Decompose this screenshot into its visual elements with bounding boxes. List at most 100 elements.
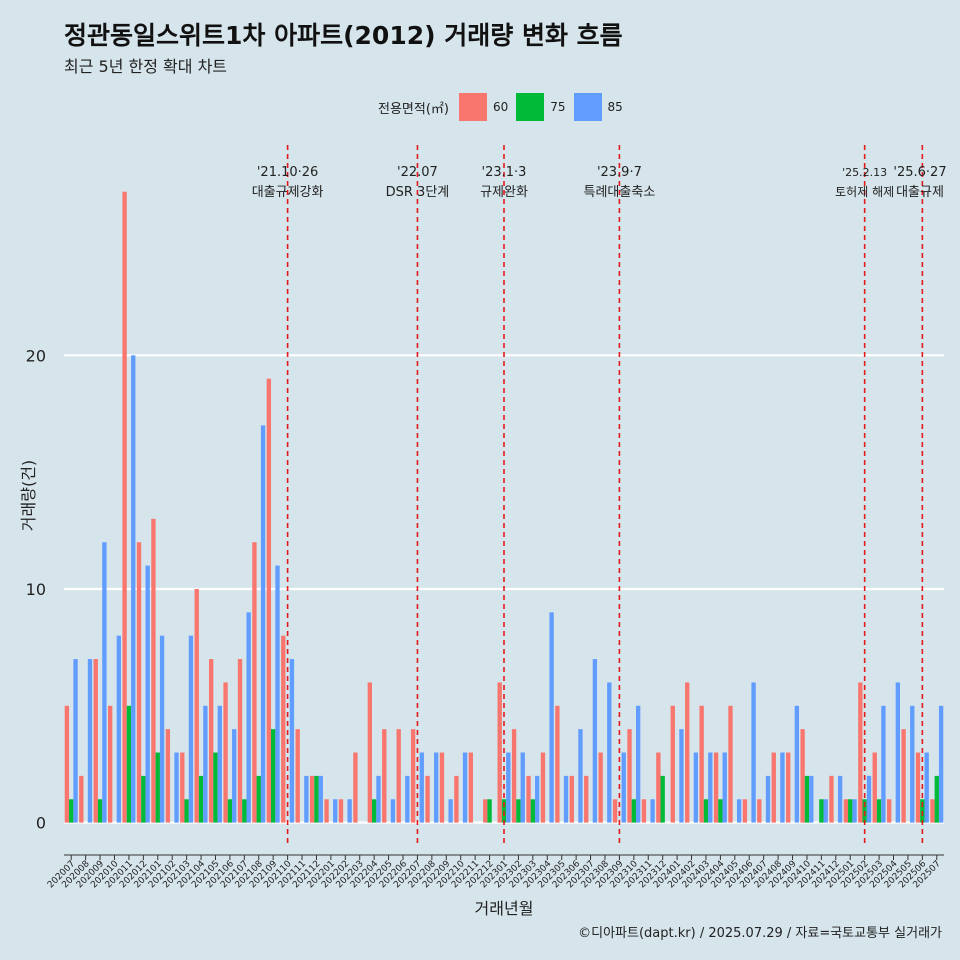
bar-60-202410: [800, 729, 805, 823]
event-date-0: '21.10·26: [257, 165, 318, 180]
bar-75-202007: [69, 799, 74, 823]
bar-85-202401: [679, 729, 684, 823]
bar-85-202306: [578, 729, 583, 823]
legend-label-60: 60: [492, 100, 509, 114]
legend-item-75: 75: [516, 93, 566, 121]
bar-60-202010: [108, 705, 113, 823]
bar-85-202302: [520, 752, 525, 823]
bar-75-202112: [314, 775, 319, 823]
bar-85-202109: [275, 565, 280, 823]
event-label-1: DSR 3단계: [386, 185, 450, 200]
event-label-0: 대출규제강화: [252, 185, 324, 200]
bar-60-202211: [468, 752, 473, 823]
event-label-2: 규제완화: [480, 185, 528, 200]
bar-60-202409: [786, 752, 791, 823]
bar-85-202504: [895, 682, 900, 823]
bar-85-202412: [837, 775, 843, 823]
bar-60-202008: [79, 775, 84, 823]
bar-85-202410: [809, 775, 814, 823]
bar-85-202407: [765, 775, 771, 823]
bar-75-202105: [213, 752, 218, 823]
bar-60-202108: [252, 542, 257, 823]
bar-60-202111: [295, 729, 300, 823]
bar-60-202310: [627, 729, 632, 823]
bar-60-202202: [338, 799, 344, 823]
bar-60-202212: [483, 799, 488, 823]
bar-60-202505: [901, 729, 906, 823]
bar-85-202402: [693, 752, 699, 823]
bar-85-202110: [289, 659, 295, 823]
bar-85-202009: [102, 542, 107, 823]
bar-85-202308: [607, 682, 612, 823]
bar-85-202409: [794, 705, 800, 823]
bar-75-202303: [530, 799, 536, 823]
event-label-4: 토허제 해제: [835, 185, 894, 199]
bar-85-202010: [116, 635, 121, 823]
bar-60-202106: [223, 682, 228, 823]
bar-75-202103: [184, 799, 189, 823]
y-tick-label-20: 20: [26, 346, 46, 365]
bar-60-202105: [208, 659, 214, 823]
bar-60-202404: [713, 752, 719, 823]
bar-60-202306: [569, 775, 574, 823]
bar-85-202404: [722, 752, 727, 823]
bar-60-202405: [728, 705, 733, 823]
bar-85-202007: [73, 659, 78, 823]
bar-85-202011: [131, 355, 136, 823]
bar-60-202107: [237, 659, 243, 823]
bar-60-202206: [396, 729, 401, 823]
bar-85-202108: [260, 425, 266, 823]
bar-85-202503: [881, 705, 886, 823]
bar-60-202204: [367, 682, 372, 823]
event-label-5: 대출규제: [896, 185, 944, 200]
bar-60-202401: [670, 705, 675, 823]
bar-60-202112: [309, 775, 315, 823]
bar-85-202310: [636, 705, 641, 823]
source-caption: ©디아파트(dapt.kr) / 2025.07.29 / 자료=국토교통부 실…: [578, 926, 942, 941]
legend: 전용면적(㎡) 60 75 85: [378, 92, 631, 122]
bar-85-202008: [87, 659, 93, 823]
bar-60-202201: [324, 799, 329, 823]
chart-title: 정관동일스위트1차 아파트(2012) 거래량 변화 흐름: [64, 21, 623, 50]
bar-85-202104: [203, 705, 208, 823]
bar-75-202009: [97, 799, 103, 823]
bar-85-202107: [246, 612, 251, 823]
event-date-4: '25.2.13: [842, 166, 887, 179]
bar-75-202507: [934, 775, 939, 823]
bar-75-202109: [271, 729, 276, 823]
bar-85-202309: [621, 752, 626, 823]
bar-60-202308: [598, 752, 603, 823]
bar-75-202403: [703, 799, 709, 823]
bar-75-202501: [848, 799, 853, 823]
bar-60-202207: [410, 729, 416, 823]
bar-85-202201: [333, 799, 338, 823]
bar-75-202302: [516, 799, 521, 823]
bar-85-202304: [549, 612, 554, 823]
bar-75-202411: [819, 799, 824, 823]
bar-85-202102: [174, 752, 179, 823]
bar-85-202501: [852, 799, 857, 823]
bar-60-202502: [858, 682, 863, 823]
bar-85-202206: [405, 775, 410, 823]
bar-60-202304: [540, 752, 546, 823]
bar-85-202103: [188, 635, 194, 823]
bar-60-202408: [771, 752, 776, 823]
legend-key-75: [516, 93, 545, 121]
bar-75-202108: [256, 775, 261, 823]
y-tick-label-0: 0: [36, 814, 46, 833]
bar-60-202303: [526, 775, 531, 823]
bar-75-202104: [198, 775, 204, 823]
y-axis-title: 거래량(건): [19, 460, 38, 531]
bar-60-202205: [382, 729, 387, 823]
legend-key-85: [573, 93, 602, 121]
event-date-5: '25.6·27: [893, 165, 946, 180]
bar-85-202405: [736, 799, 742, 823]
bar-75-202012: [141, 775, 146, 823]
bar-60-202504: [887, 799, 892, 823]
event-label-3: 특례대출축소: [584, 185, 656, 200]
bar-75-202310: [631, 799, 636, 823]
bar-85-202012: [145, 565, 150, 823]
bar-85-202303: [535, 775, 540, 823]
bar-75-202204: [372, 799, 377, 823]
bar-85-202208: [434, 752, 439, 823]
